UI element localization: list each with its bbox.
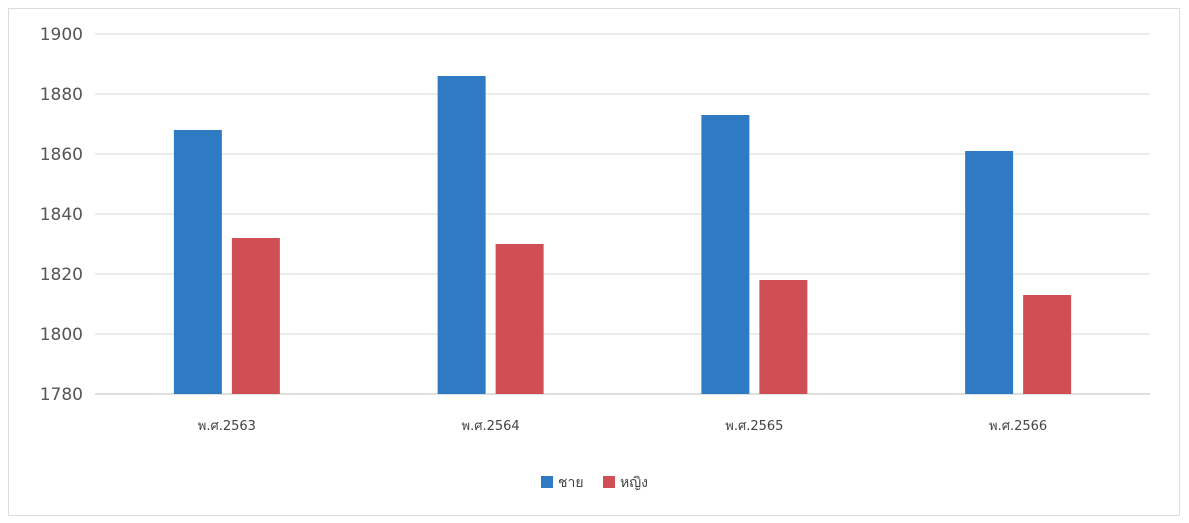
bars [173,76,1072,394]
bar-male [965,151,1014,394]
legend-label: หญิง [620,475,648,491]
bar-female [1023,295,1072,394]
x-category-label: พ.ศ.2566 [989,419,1047,434]
bar-female [231,238,280,394]
y-tick-label: 1780 [40,385,83,405]
bar-male [173,130,222,394]
y-axis: 1780 1800 1820 1840 1860 1880 1900 [40,25,83,405]
bar-male [701,115,750,394]
y-tick-label: 1900 [40,25,83,45]
y-tick-label: 1820 [40,265,83,285]
y-tick-label: 1860 [40,145,83,165]
y-tick-label: 1800 [40,325,83,345]
legend-swatch [603,476,615,488]
bar-female [495,244,544,394]
bar-male [437,76,486,394]
x-category-label: พ.ศ.2564 [462,419,520,434]
legend: ชาย หญิง [541,475,648,491]
bar-female [759,280,808,394]
y-tick-label: 1880 [40,85,83,105]
legend-swatch [541,476,553,488]
x-axis: พ.ศ.2563 พ.ศ.2564 พ.ศ.2565 พ.ศ.2566 [198,419,1047,434]
legend-label: ชาย [558,475,584,491]
y-tick-label: 1840 [40,205,83,225]
x-category-label: พ.ศ.2563 [198,419,256,434]
x-category-label: พ.ศ.2565 [725,419,783,434]
